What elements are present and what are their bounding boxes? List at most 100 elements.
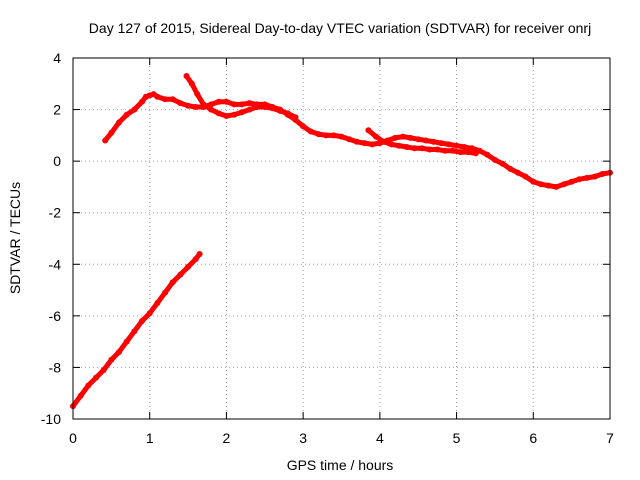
data-point (116, 119, 122, 126)
data-point (292, 114, 299, 121)
x-tick-label: 3 (299, 430, 307, 446)
data-point (553, 183, 560, 190)
data-point (591, 173, 598, 180)
data-point (465, 149, 472, 156)
data-point (426, 146, 433, 153)
data-point (177, 100, 184, 107)
data-point (131, 106, 138, 113)
data-point (123, 111, 130, 118)
data-point (457, 149, 464, 156)
data-point (415, 136, 422, 143)
data-point (419, 145, 426, 152)
data-point (85, 382, 92, 389)
chart-title: Day 127 of 2015, Sidereal Day-to-day VTE… (89, 20, 591, 36)
data-point (169, 96, 176, 103)
data-point (200, 101, 207, 108)
data-point (422, 137, 429, 144)
data-point (169, 279, 176, 286)
data-point (438, 140, 445, 147)
data-point (484, 151, 491, 158)
y-tick-label: -8 (49, 359, 62, 375)
data-point (188, 80, 195, 87)
data-series (70, 73, 613, 410)
data-point (584, 174, 590, 181)
data-point (269, 105, 276, 112)
data-point (284, 110, 291, 117)
y-tick-label: -2 (49, 205, 62, 221)
data-point (499, 160, 506, 167)
data-point (599, 171, 606, 177)
data-point (246, 100, 253, 107)
series-arc-4 (365, 127, 479, 157)
data-point (430, 138, 437, 145)
data-point (215, 110, 222, 117)
data-point (365, 127, 372, 134)
data-point (507, 165, 514, 172)
y-axis-title: SDTVAR / TECUs (7, 182, 23, 294)
y-tick-label: 2 (53, 102, 61, 118)
data-point (461, 144, 468, 150)
y-tick-label: -10 (41, 411, 61, 427)
data-point (530, 178, 537, 185)
data-point (380, 138, 387, 145)
data-point (453, 142, 460, 149)
data-point (434, 146, 441, 153)
axis-ticks: 0 1 2 3 4 5 6 7 -10 -8 -6 -4 -2 0 2 4 (41, 50, 614, 446)
data-point (442, 147, 449, 154)
data-point (185, 102, 192, 109)
data-point (238, 109, 245, 116)
data-point (403, 144, 410, 150)
x-tick-label: 4 (376, 430, 384, 446)
data-point (162, 289, 169, 296)
data-point (131, 328, 138, 335)
data-point (545, 182, 552, 189)
data-point (330, 132, 337, 139)
data-point (223, 98, 230, 105)
data-point (411, 145, 418, 152)
data-point (162, 96, 169, 103)
data-point (568, 178, 575, 185)
y-tick-label: -4 (49, 256, 62, 272)
data-point (93, 374, 99, 381)
y-tick-label: -6 (49, 308, 62, 324)
data-point (346, 136, 353, 143)
data-point (491, 156, 498, 163)
grid-lines (73, 58, 610, 419)
data-point (576, 176, 583, 183)
x-tick-label: 7 (606, 430, 614, 446)
data-point (399, 133, 406, 140)
data-point (392, 134, 399, 141)
data-point (192, 104, 199, 110)
data-point (196, 251, 203, 257)
data-point (231, 111, 238, 118)
x-tick-label: 5 (453, 430, 461, 446)
series-arc-3 (183, 73, 299, 121)
data-point (361, 140, 368, 147)
data-point (396, 142, 402, 149)
data-point (116, 349, 122, 355)
data-point (146, 310, 153, 317)
data-point (183, 73, 190, 79)
data-point (123, 338, 130, 345)
data-point (373, 133, 379, 140)
data-point (323, 132, 330, 139)
y-tick-label: 0 (53, 153, 61, 169)
data-point (369, 141, 376, 148)
series-line (184, 73, 298, 120)
data-point (231, 101, 238, 108)
data-point (77, 392, 84, 399)
x-tick-label: 2 (223, 430, 231, 446)
data-point (353, 138, 360, 145)
data-point (338, 133, 345, 140)
data-point (307, 128, 314, 135)
data-point (538, 181, 544, 188)
data-point (388, 141, 395, 148)
data-point (215, 98, 222, 105)
x-tick-label: 6 (529, 430, 537, 446)
data-point (223, 113, 230, 119)
data-point (185, 263, 192, 270)
y-tick-label: 4 (53, 50, 61, 66)
data-point (102, 137, 109, 144)
data-point (194, 91, 201, 98)
